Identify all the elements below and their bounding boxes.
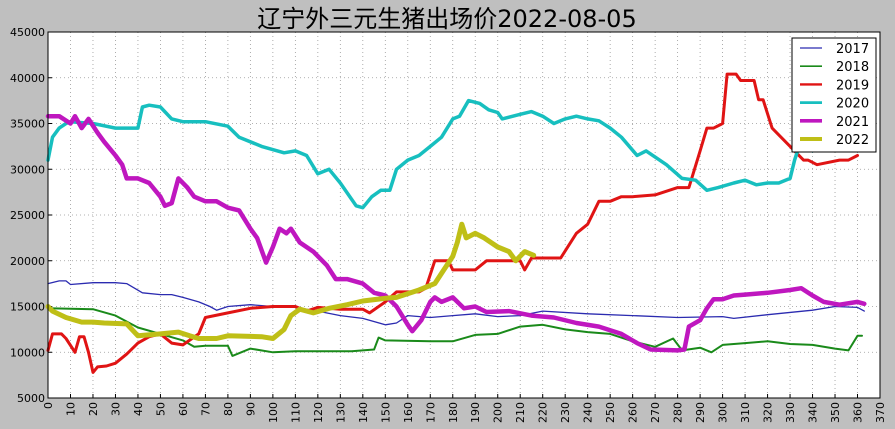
y-tick-label: 25000 [10,209,45,222]
legend-box [791,37,877,153]
x-tick-label: 210 [514,402,527,423]
x-tick-label: 120 [312,402,325,423]
legend-label-2020: 2020 [836,97,869,112]
x-tick-label: 320 [762,402,775,423]
y-tick-label: 10000 [10,346,45,359]
y-tick-label: 35000 [10,118,45,131]
x-tick-label: 50 [154,402,167,416]
x-tick-label: 280 [672,402,685,423]
x-tick-label: 150 [379,402,392,423]
x-tick-label: 80 [222,402,235,416]
x-tick-label: 250 [604,402,617,423]
y-axis: 5000 10000 15000 20000 25000 30000 35000 40000 4… [10,26,52,405]
y-tick-label: 20000 [10,255,45,268]
series-line-2021 [45,113,867,353]
x-tick-label: 170 [424,402,437,423]
legend: 2017 2018 2019 2020 2021 2022 [791,37,877,153]
x-tick-label: 340 [807,402,820,423]
plot-frame [47,31,881,399]
x-tick-label: 300 [717,402,730,423]
legend-label-2017: 2017 [836,42,869,57]
x-tick-label: 350 [829,402,842,423]
x-tick-label: 40 [132,402,145,416]
x-tick-label: 10 [64,402,77,416]
x-tick-label: 330 [784,402,797,423]
x-tick-label: 110 [289,402,302,423]
legend-label-2021: 2021 [836,115,869,130]
x-tick-label: 60 [177,402,190,416]
x-tick-label: 260 [627,402,640,423]
x-tick-label: 370 [874,402,887,423]
x-tick-label: 130 [334,402,347,423]
x-tick-label: 200 [492,402,505,423]
x-tick-label: 360 [852,402,865,423]
series-line-2020 [46,98,815,210]
y-tick-label: 30000 [10,163,45,176]
series-line-2022 [45,221,537,341]
x-tick-label: 90 [244,402,257,416]
legend-label-2019: 2019 [836,78,869,93]
series-line-2018 [47,307,863,357]
x-tick-label: 310 [739,402,752,423]
x-tick-label: 160 [402,402,415,423]
x-tick-label: 240 [582,402,595,423]
legend-label-2018: 2018 [836,60,869,75]
x-axis: 0 10 20 30 40 50 60 70 80 90 100 110 120 130 140 150 160… [42,394,887,423]
legend-label-2022: 2022 [836,133,869,148]
y-tick-label: 45000 [10,26,45,39]
chart-title: 辽宁外三元生猪出场价2022-08-05 [257,5,636,33]
x-tick-label: 140 [357,402,370,423]
x-tick-label: 220 [537,402,550,423]
y-tick-label: 15000 [10,301,45,314]
x-tick-label: 20 [87,402,100,416]
x-tick-label: 0 [42,402,55,409]
x-tick-label: 190 [469,402,482,423]
x-tick-label: 290 [694,402,707,423]
x-tick-label: 100 [267,402,280,423]
x-tick-label: 270 [649,402,662,423]
y-tick-label: 40000 [10,72,45,85]
x-tick-label: 230 [559,402,572,423]
x-tick-label: 180 [447,402,460,423]
series-lines [45,72,867,374]
x-tick-label: 70 [199,402,212,416]
gridlines [47,31,881,399]
y-tick-label: 5000 [17,392,45,405]
x-tick-label: 30 [109,402,122,416]
